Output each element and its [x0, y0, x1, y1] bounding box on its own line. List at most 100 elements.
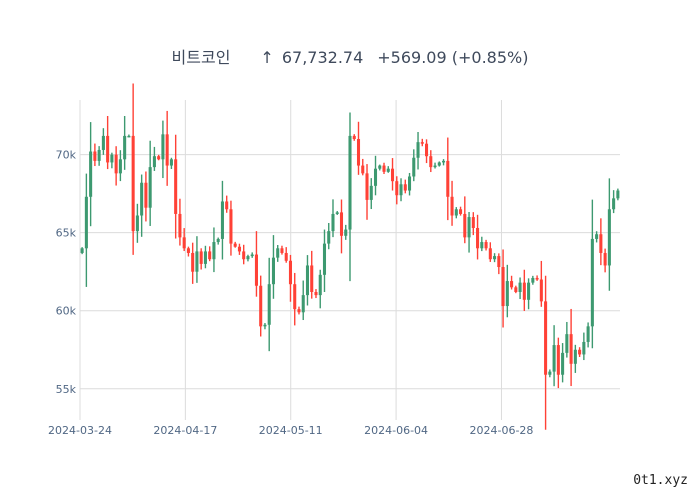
- candle[interactable]: [89, 122, 93, 227]
- candle[interactable]: [361, 158, 365, 176]
- candle[interactable]: [157, 154, 161, 161]
- candle[interactable]: [84, 173, 88, 287]
- candle[interactable]: [442, 159, 446, 166]
- candle[interactable]: [531, 275, 535, 285]
- candle[interactable]: [314, 289, 318, 299]
- candle[interactable]: [437, 161, 441, 167]
- candle[interactable]: [148, 140, 152, 226]
- candle[interactable]: [390, 158, 395, 191]
- candle[interactable]: [522, 269, 526, 311]
- candle[interactable]: [459, 206, 463, 216]
- candle[interactable]: [420, 138, 424, 147]
- candle[interactable]: [169, 157, 173, 169]
- candle[interactable]: [182, 228, 186, 252]
- candle[interactable]: [463, 196, 467, 244]
- candle[interactable]: [552, 325, 556, 387]
- candle[interactable]: [203, 245, 207, 269]
- candle[interactable]: [471, 212, 475, 236]
- candle[interactable]: [548, 369, 552, 378]
- candle[interactable]: [416, 132, 420, 170]
- candle[interactable]: [284, 247, 288, 263]
- candle[interactable]: [101, 128, 105, 155]
- candle[interactable]: [518, 277, 522, 300]
- candle[interactable]: [216, 237, 220, 245]
- candle[interactable]: [480, 236, 484, 252]
- candle[interactable]: [425, 139, 429, 164]
- candle[interactable]: [280, 245, 284, 255]
- candle[interactable]: [152, 146, 156, 171]
- candle[interactable]: [382, 162, 386, 174]
- candle[interactable]: [510, 275, 514, 290]
- candle[interactable]: [161, 120, 165, 179]
- candle[interactable]: [373, 155, 378, 196]
- candle[interactable]: [603, 248, 607, 273]
- candle[interactable]: [229, 200, 233, 256]
- candle[interactable]: [220, 180, 224, 260]
- candle[interactable]: [578, 347, 582, 358]
- candle[interactable]: [322, 229, 327, 292]
- candle[interactable]: [407, 172, 412, 196]
- candle[interactable]: [263, 323, 267, 330]
- candle[interactable]: [497, 253, 501, 275]
- candle[interactable]: [212, 227, 216, 273]
- candle[interactable]: [365, 164, 369, 220]
- candle[interactable]: [488, 242, 492, 262]
- candle[interactable]: [178, 198, 182, 246]
- candle[interactable]: [254, 231, 258, 297]
- candle[interactable]: [195, 236, 199, 283]
- candle[interactable]: [123, 116, 127, 170]
- candle[interactable]: [433, 162, 437, 169]
- candle[interactable]: [556, 337, 560, 389]
- candle[interactable]: [135, 203, 139, 243]
- candle[interactable]: [378, 164, 382, 171]
- candle[interactable]: [318, 269, 322, 309]
- candle[interactable]: [612, 190, 616, 214]
- candle[interactable]: [586, 322, 590, 348]
- candle[interactable]: [174, 134, 178, 239]
- candle[interactable]: [450, 180, 454, 226]
- candle[interactable]: [616, 188, 620, 201]
- candle[interactable]: [250, 252, 254, 258]
- candle[interactable]: [454, 207, 458, 219]
- candle[interactable]: [484, 239, 488, 251]
- candle[interactable]: [301, 280, 305, 321]
- candle[interactable]: [590, 199, 594, 349]
- candle[interactable]: [199, 248, 203, 270]
- candle[interactable]: [288, 254, 293, 302]
- candle[interactable]: [595, 231, 599, 243]
- candle[interactable]: [344, 224, 348, 240]
- candle[interactable]: [348, 112, 352, 282]
- candle[interactable]: [569, 308, 573, 387]
- candle[interactable]: [233, 241, 237, 248]
- candle[interactable]: [493, 253, 497, 263]
- candle[interactable]: [110, 152, 114, 169]
- candle[interactable]: [369, 178, 373, 210]
- candle[interactable]: [335, 211, 339, 215]
- candle[interactable]: [191, 242, 195, 284]
- candle[interactable]: [386, 166, 390, 173]
- candle[interactable]: [356, 121, 361, 175]
- candle[interactable]: [118, 150, 122, 182]
- candle[interactable]: [561, 343, 565, 383]
- candle[interactable]: [446, 137, 450, 221]
- candle[interactable]: [399, 178, 403, 202]
- candle[interactable]: [467, 212, 471, 253]
- candle[interactable]: [331, 199, 335, 238]
- candle[interactable]: [403, 179, 407, 194]
- candle[interactable]: [297, 306, 301, 315]
- candle[interactable]: [237, 243, 241, 255]
- candle[interactable]: [599, 218, 603, 266]
- candle[interactable]: [97, 146, 101, 166]
- candle[interactable]: [93, 143, 97, 167]
- candle[interactable]: [514, 285, 518, 294]
- candle[interactable]: [573, 344, 577, 373]
- candle[interactable]: [140, 174, 144, 237]
- candle[interactable]: [527, 278, 531, 310]
- candle[interactable]: [476, 214, 480, 260]
- candle[interactable]: [305, 255, 310, 306]
- candle[interactable]: [535, 275, 539, 281]
- candle[interactable]: [429, 150, 433, 173]
- candle[interactable]: [246, 254, 250, 262]
- candle[interactable]: [131, 83, 135, 255]
